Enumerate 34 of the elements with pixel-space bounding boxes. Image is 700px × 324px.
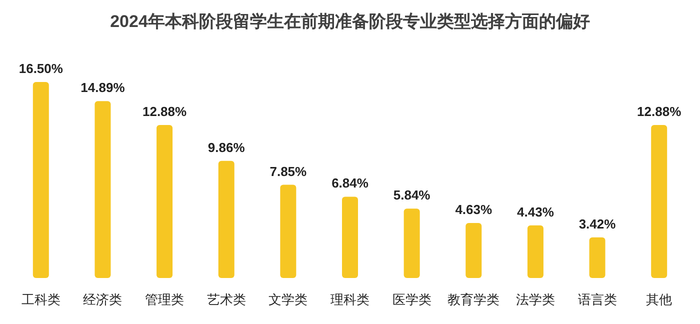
x-tick-label: 艺术类 [206,292,246,307]
data-label: 12.88% [142,104,188,119]
bar [156,125,173,278]
x-tick-label: 法学类 [516,292,555,307]
data-label: 14.89% [80,80,126,96]
data-label: 6.84% [332,176,369,191]
x-tick-label: 教育学类 [448,292,500,307]
bar [404,208,420,278]
x-tick-label: 工科类 [21,292,60,307]
x-tick-label: 其他 [646,292,672,307]
x-tick-label: 管理类 [145,292,184,307]
bar [651,125,668,278]
x-tick-label: 医学类 [392,292,432,307]
bar [218,160,234,278]
bar [466,223,482,278]
data-label: 9.86% [208,140,246,155]
x-tick-label: 语言类 [578,292,617,307]
bar [280,184,296,278]
x-tick-label: 理科类 [330,292,370,307]
chart-title: 2024年本科阶段留学生在前期准备阶段专业类型选择方面的偏好 [110,12,590,31]
data-label: 4.43% [517,204,554,220]
data-label: 16.50% [18,61,64,76]
data-label: 4.63% [455,202,492,217]
bar [94,101,111,278]
bar [589,237,606,278]
x-tick-label: 文学类 [268,292,308,307]
x-tick-label: 经济类 [83,292,122,307]
data-label: 3.42% [578,216,616,232]
data-label: 7.85% [270,164,308,179]
bar [342,196,358,278]
data-label: 5.84% [393,188,431,203]
bar [527,225,544,278]
bar [32,82,49,278]
data-label: 12.88% [637,104,682,119]
